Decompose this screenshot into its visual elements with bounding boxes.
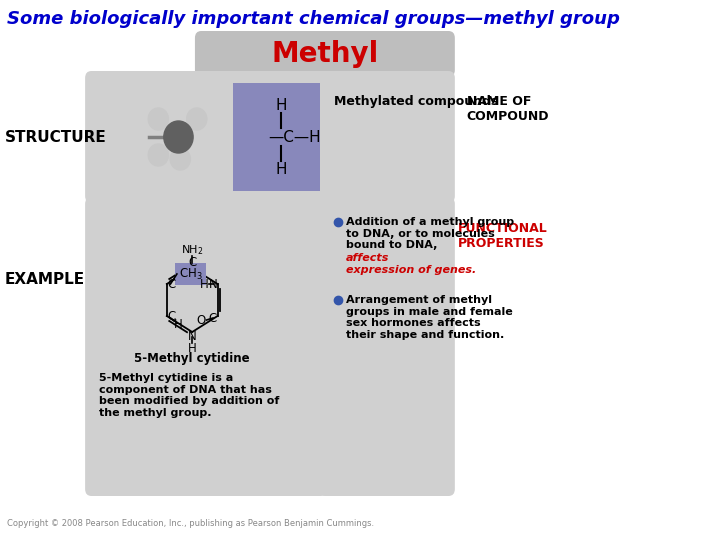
Text: H: H — [188, 341, 197, 354]
Text: H: H — [200, 278, 209, 291]
Text: CH$_3$: CH$_3$ — [179, 266, 202, 281]
Text: FUNCTIONAL
PROPERTIES: FUNCTIONAL PROPERTIES — [458, 222, 547, 250]
Circle shape — [186, 108, 207, 130]
Text: C: C — [167, 278, 176, 291]
FancyBboxPatch shape — [233, 83, 320, 191]
Circle shape — [148, 144, 168, 166]
FancyBboxPatch shape — [85, 71, 455, 203]
Text: N: N — [209, 278, 217, 291]
Text: —C—H: —C—H — [268, 130, 321, 145]
Text: affects
expression of genes.: affects expression of genes. — [346, 253, 476, 275]
Text: C: C — [209, 312, 217, 325]
Text: N: N — [188, 330, 197, 343]
Text: Some biologically important chemical groups—methyl group: Some biologically important chemical gro… — [7, 10, 620, 28]
Text: Addition of a methyl group
to DNA, or to molecules
bound to DNA,: Addition of a methyl group to DNA, or to… — [346, 217, 514, 250]
Text: 5-Methyl cytidine: 5-Methyl cytidine — [135, 352, 250, 365]
FancyBboxPatch shape — [85, 197, 327, 496]
Text: Arrangement of methyl
groups in male and female
sex hormones affects
their shape: Arrangement of methyl groups in male and… — [346, 295, 513, 340]
Text: NAME OF
COMPOUND: NAME OF COMPOUND — [467, 95, 549, 123]
Text: Copyright © 2008 Pearson Education, Inc., publishing as Pearson Benjamin Cumming: Copyright © 2008 Pearson Education, Inc.… — [7, 519, 374, 528]
Text: H: H — [174, 318, 182, 330]
Text: NH$_2$: NH$_2$ — [181, 243, 204, 257]
Circle shape — [170, 148, 190, 170]
Text: EXAMPLE: EXAMPLE — [4, 273, 85, 287]
FancyBboxPatch shape — [175, 263, 206, 285]
Text: Methyl: Methyl — [271, 40, 379, 68]
Text: Methylated compounds: Methylated compounds — [334, 95, 498, 108]
FancyBboxPatch shape — [318, 197, 455, 496]
FancyBboxPatch shape — [195, 31, 455, 77]
Text: STRUCTURE: STRUCTURE — [4, 130, 107, 145]
Text: H: H — [275, 98, 287, 112]
Circle shape — [164, 121, 193, 153]
Text: C: C — [188, 256, 197, 269]
Text: O: O — [197, 314, 206, 327]
Text: C: C — [167, 309, 176, 322]
Text: H: H — [275, 161, 287, 177]
Circle shape — [148, 108, 168, 130]
Text: 5-Methyl cytidine is a
component of DNA that has
been modified by addition of
th: 5-Methyl cytidine is a component of DNA … — [99, 373, 279, 418]
